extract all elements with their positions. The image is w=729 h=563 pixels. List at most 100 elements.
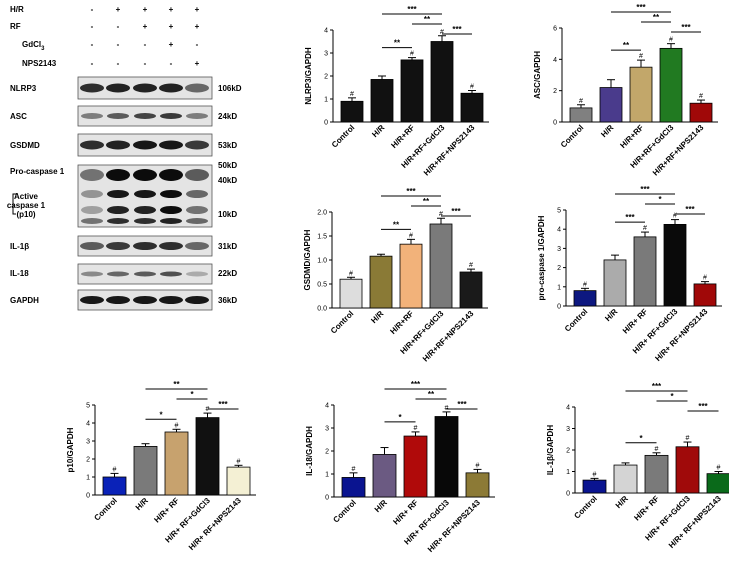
significance-mark: # [579,98,583,105]
x-tick-label: H/R [370,123,386,139]
bar [613,464,638,494]
protein-label: ASC [10,112,27,121]
significance-label: * [658,195,662,204]
bar [693,283,717,307]
bar [675,446,700,494]
y-tick-label: 1 [557,284,561,291]
x-tick-label: H/R+RF [389,123,416,150]
molecular-weight: 53kD [218,141,237,150]
bar [663,223,687,307]
significance-label: ** [173,380,180,389]
significance-label: * [159,410,163,419]
y-tick-label: 1 [325,472,329,479]
band [159,169,183,181]
band [185,242,209,250]
bar-chart: 0 1 2 3 4 5 p10/GAPDH # Control H/R # H/R+ RF # H/R+ … [66,380,256,552]
bar [569,107,593,123]
significance-mark: # [476,462,480,469]
y-tick-label: 0 [325,495,329,502]
y-tick-label: 3 [566,426,570,433]
band [160,190,182,198]
molecular-weight: 106kD [218,84,242,93]
band [81,218,103,224]
bar [430,41,454,123]
x-tick-label: H/R+RF [618,123,645,150]
y-tick-label: 1 [324,97,328,104]
band [159,83,183,93]
x-tick-label: H/R [373,498,389,514]
y-tick-label: 4 [324,28,328,35]
bar [340,100,364,123]
significance-mark: # [350,91,354,98]
band [107,218,129,224]
bracket-line [12,193,16,215]
band [81,271,103,277]
significance-mark: # [583,281,587,288]
band [185,140,209,150]
band [134,113,156,119]
y-tick-label: 1 [86,475,90,482]
significance-label: *** [685,205,695,214]
significance-label: ** [423,197,430,206]
treatment-mark: + [116,5,121,14]
bar [706,473,729,494]
x-tick-label: H/R+ RF+NPS2143 [653,307,709,363]
band [134,218,156,224]
y-tick-label: 4 [566,405,570,412]
y-tick-label: 2 [86,457,90,464]
y-tick-label: 4 [86,421,90,428]
y-tick-label: 0 [566,491,570,498]
band [159,296,183,304]
treatment-mark: + [195,59,200,68]
y-axis-label: NLRP3/GAPDH [304,47,313,105]
significance-label: ** [428,390,435,399]
y-axis-label: ASC/GAPDH [533,51,542,99]
protein-label: caspase 1 [7,201,46,210]
bar [429,223,453,309]
bar [434,416,459,498]
treatment-mark: - [117,40,120,49]
bar [689,102,713,123]
treatment-mark: - [117,22,120,31]
band [107,271,129,277]
treatment-mark: + [169,22,174,31]
significance-mark: # [673,213,677,220]
treatment-mark: - [196,40,199,49]
band [160,271,182,277]
treatment-mark: - [91,22,94,31]
band [160,218,182,224]
x-tick-label: H/R [134,496,150,512]
significance-mark: # [655,446,659,453]
significance-label: ** [394,39,401,48]
treatment-mark: + [143,22,148,31]
x-tick-label: H/R+RF+NPS2143 [651,123,706,178]
bar-chart: 0 1 2 3 4 5 pro-caspase 1/GAPDH # Control H/R # H/R… [537,185,722,363]
x-tick-label: H/R+ RF+NPS2143 [667,494,723,550]
x-tick-label: H/R+ RF [632,494,661,523]
significance-mark: # [175,422,179,429]
band [134,190,156,198]
y-tick-label: 3 [324,51,328,58]
y-tick-label: 0.5 [317,282,327,289]
x-tick-label: Control [330,123,356,149]
protein-label: Pro-caspase 1 [10,167,65,176]
treatment-mark: - [144,40,147,49]
y-tick-label: 0 [86,493,90,500]
y-axis-label: IL-1β/GAPDH [546,425,555,475]
treatment-mark: + [195,22,200,31]
y-tick-label: 0 [324,120,328,127]
y-tick-label: 6 [553,26,557,33]
bar [633,236,657,307]
treatment-mark: - [91,5,94,14]
bar [659,47,683,123]
significance-label: *** [411,380,421,389]
molecular-weight: 40kD [218,176,237,185]
significance-mark: # [593,471,597,478]
protein-label: (p10) [16,210,35,219]
band [134,271,156,277]
bar-chart: 0.0 0.5 1.0 1.5 2.0 GSDMD/GAPDH # Control H/R # H/… [303,187,488,364]
band [81,206,103,214]
bar [195,417,220,496]
